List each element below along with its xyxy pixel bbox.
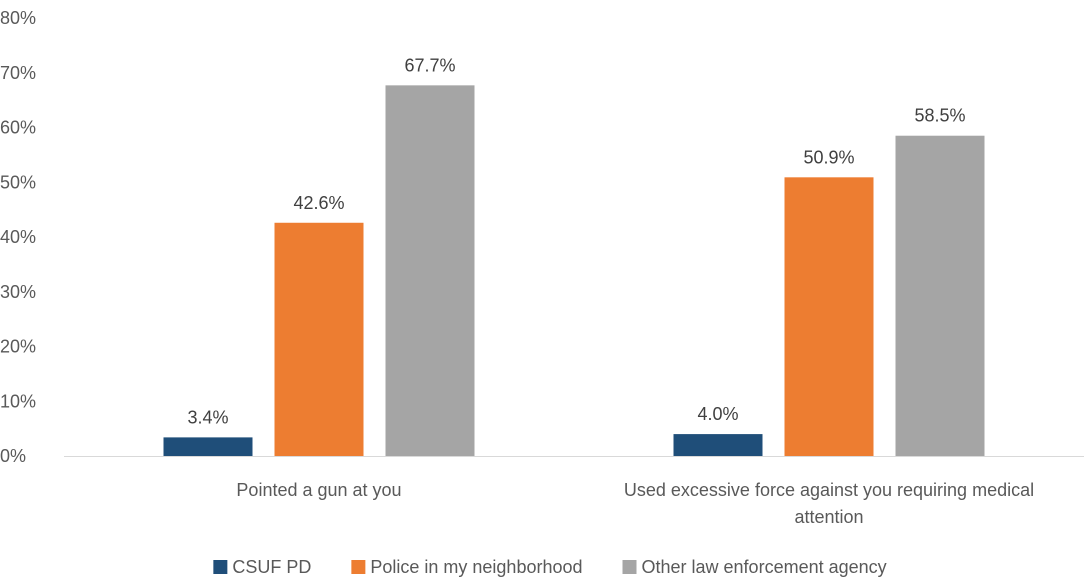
legend: CSUF PD Police in my neighborhood Other la… xyxy=(213,557,887,577)
legend-swatch xyxy=(213,560,228,574)
y-tick-label: 80% xyxy=(0,8,36,28)
bar xyxy=(274,222,364,456)
data-label: 67.7% xyxy=(404,55,455,75)
legend-label: CSUF PD xyxy=(232,557,311,577)
y-tick-label: 50% xyxy=(0,172,36,192)
data-label: 42.6% xyxy=(293,193,344,213)
category-label: Used excessive force against you requiri… xyxy=(624,480,1034,500)
data-labels: 3.4% 42.6% 67.7% 4.0% 50.9% 58.5% xyxy=(187,55,965,427)
y-tick-label: 20% xyxy=(0,337,36,357)
bar xyxy=(385,85,475,456)
y-tick-label: 30% xyxy=(0,282,36,302)
bars xyxy=(163,85,985,456)
data-label: 58.5% xyxy=(914,106,965,126)
legend-item: Police in my neighborhood xyxy=(351,557,583,577)
legend-swatch xyxy=(622,560,637,574)
legend-item: CSUF PD xyxy=(213,557,311,577)
bar xyxy=(784,177,874,456)
y-tick-label: 70% xyxy=(0,63,36,83)
legend-label: Other law enforcement agency xyxy=(642,557,887,577)
y-tick-label: 40% xyxy=(0,227,36,247)
category-label: attention xyxy=(794,507,863,527)
bar xyxy=(163,437,253,456)
data-label: 4.0% xyxy=(697,404,738,424)
data-label: 50.9% xyxy=(803,147,854,167)
bar xyxy=(673,434,763,456)
y-tick-label: 60% xyxy=(0,118,36,138)
data-label: 3.4% xyxy=(187,407,228,427)
bar xyxy=(895,135,985,456)
category-label: Pointed a gun at you xyxy=(236,480,401,500)
legend-swatch xyxy=(351,560,366,574)
y-axis: 0% 10% 20% 30% 40% 50% 60% 70% 80% xyxy=(0,8,36,466)
y-tick-label: 10% xyxy=(0,391,36,411)
legend-item: Other law enforcement agency xyxy=(622,557,887,577)
y-tick-label: 0% xyxy=(0,446,26,466)
legend-label: Police in my neighborhood xyxy=(370,557,582,577)
x-axis-labels: Pointed a gun at you Used excessive force… xyxy=(236,480,1034,527)
